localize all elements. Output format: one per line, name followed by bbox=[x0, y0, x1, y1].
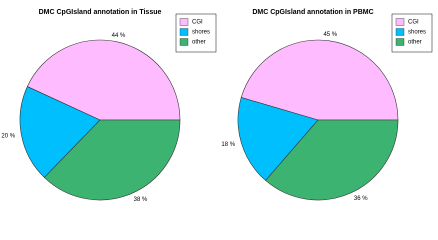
figure: DMC CpGIsland annotation in Tissue 44 % 20… bbox=[1, 9, 433, 203]
slice-label: 18 % bbox=[221, 142, 235, 148]
chart-title: DMC CpGIsland annotation in Tissue bbox=[39, 9, 162, 16]
legend-label: shores bbox=[408, 30, 426, 36]
legend-swatch bbox=[395, 28, 405, 36]
legend-label: other bbox=[192, 40, 206, 46]
slice-label: 20 % bbox=[1, 133, 15, 139]
legend-swatch bbox=[179, 18, 189, 26]
slice-label: 44 % bbox=[112, 33, 126, 39]
pie-slice bbox=[19, 86, 101, 178]
pie-slice bbox=[237, 97, 319, 181]
legend-label: CGI bbox=[192, 20, 203, 26]
legend-swatch bbox=[395, 38, 405, 46]
pie-slice bbox=[240, 39, 399, 121]
legend-swatch bbox=[179, 28, 189, 36]
legend-label: shores bbox=[192, 30, 210, 36]
legend-label: CGI bbox=[408, 20, 419, 26]
pie-slice bbox=[26, 39, 181, 121]
pie-slice bbox=[43, 119, 181, 201]
legend-swatch bbox=[179, 38, 189, 46]
chart-title: DMC CpGIsland annotation in PBMC bbox=[252, 9, 373, 16]
pie-slice bbox=[265, 119, 399, 201]
legend-swatch bbox=[395, 18, 405, 26]
slice-label: 36 % bbox=[354, 196, 368, 202]
slice-label: 45 % bbox=[323, 32, 337, 38]
slice-label: 38 % bbox=[134, 197, 148, 203]
legend-label: other bbox=[408, 40, 422, 46]
